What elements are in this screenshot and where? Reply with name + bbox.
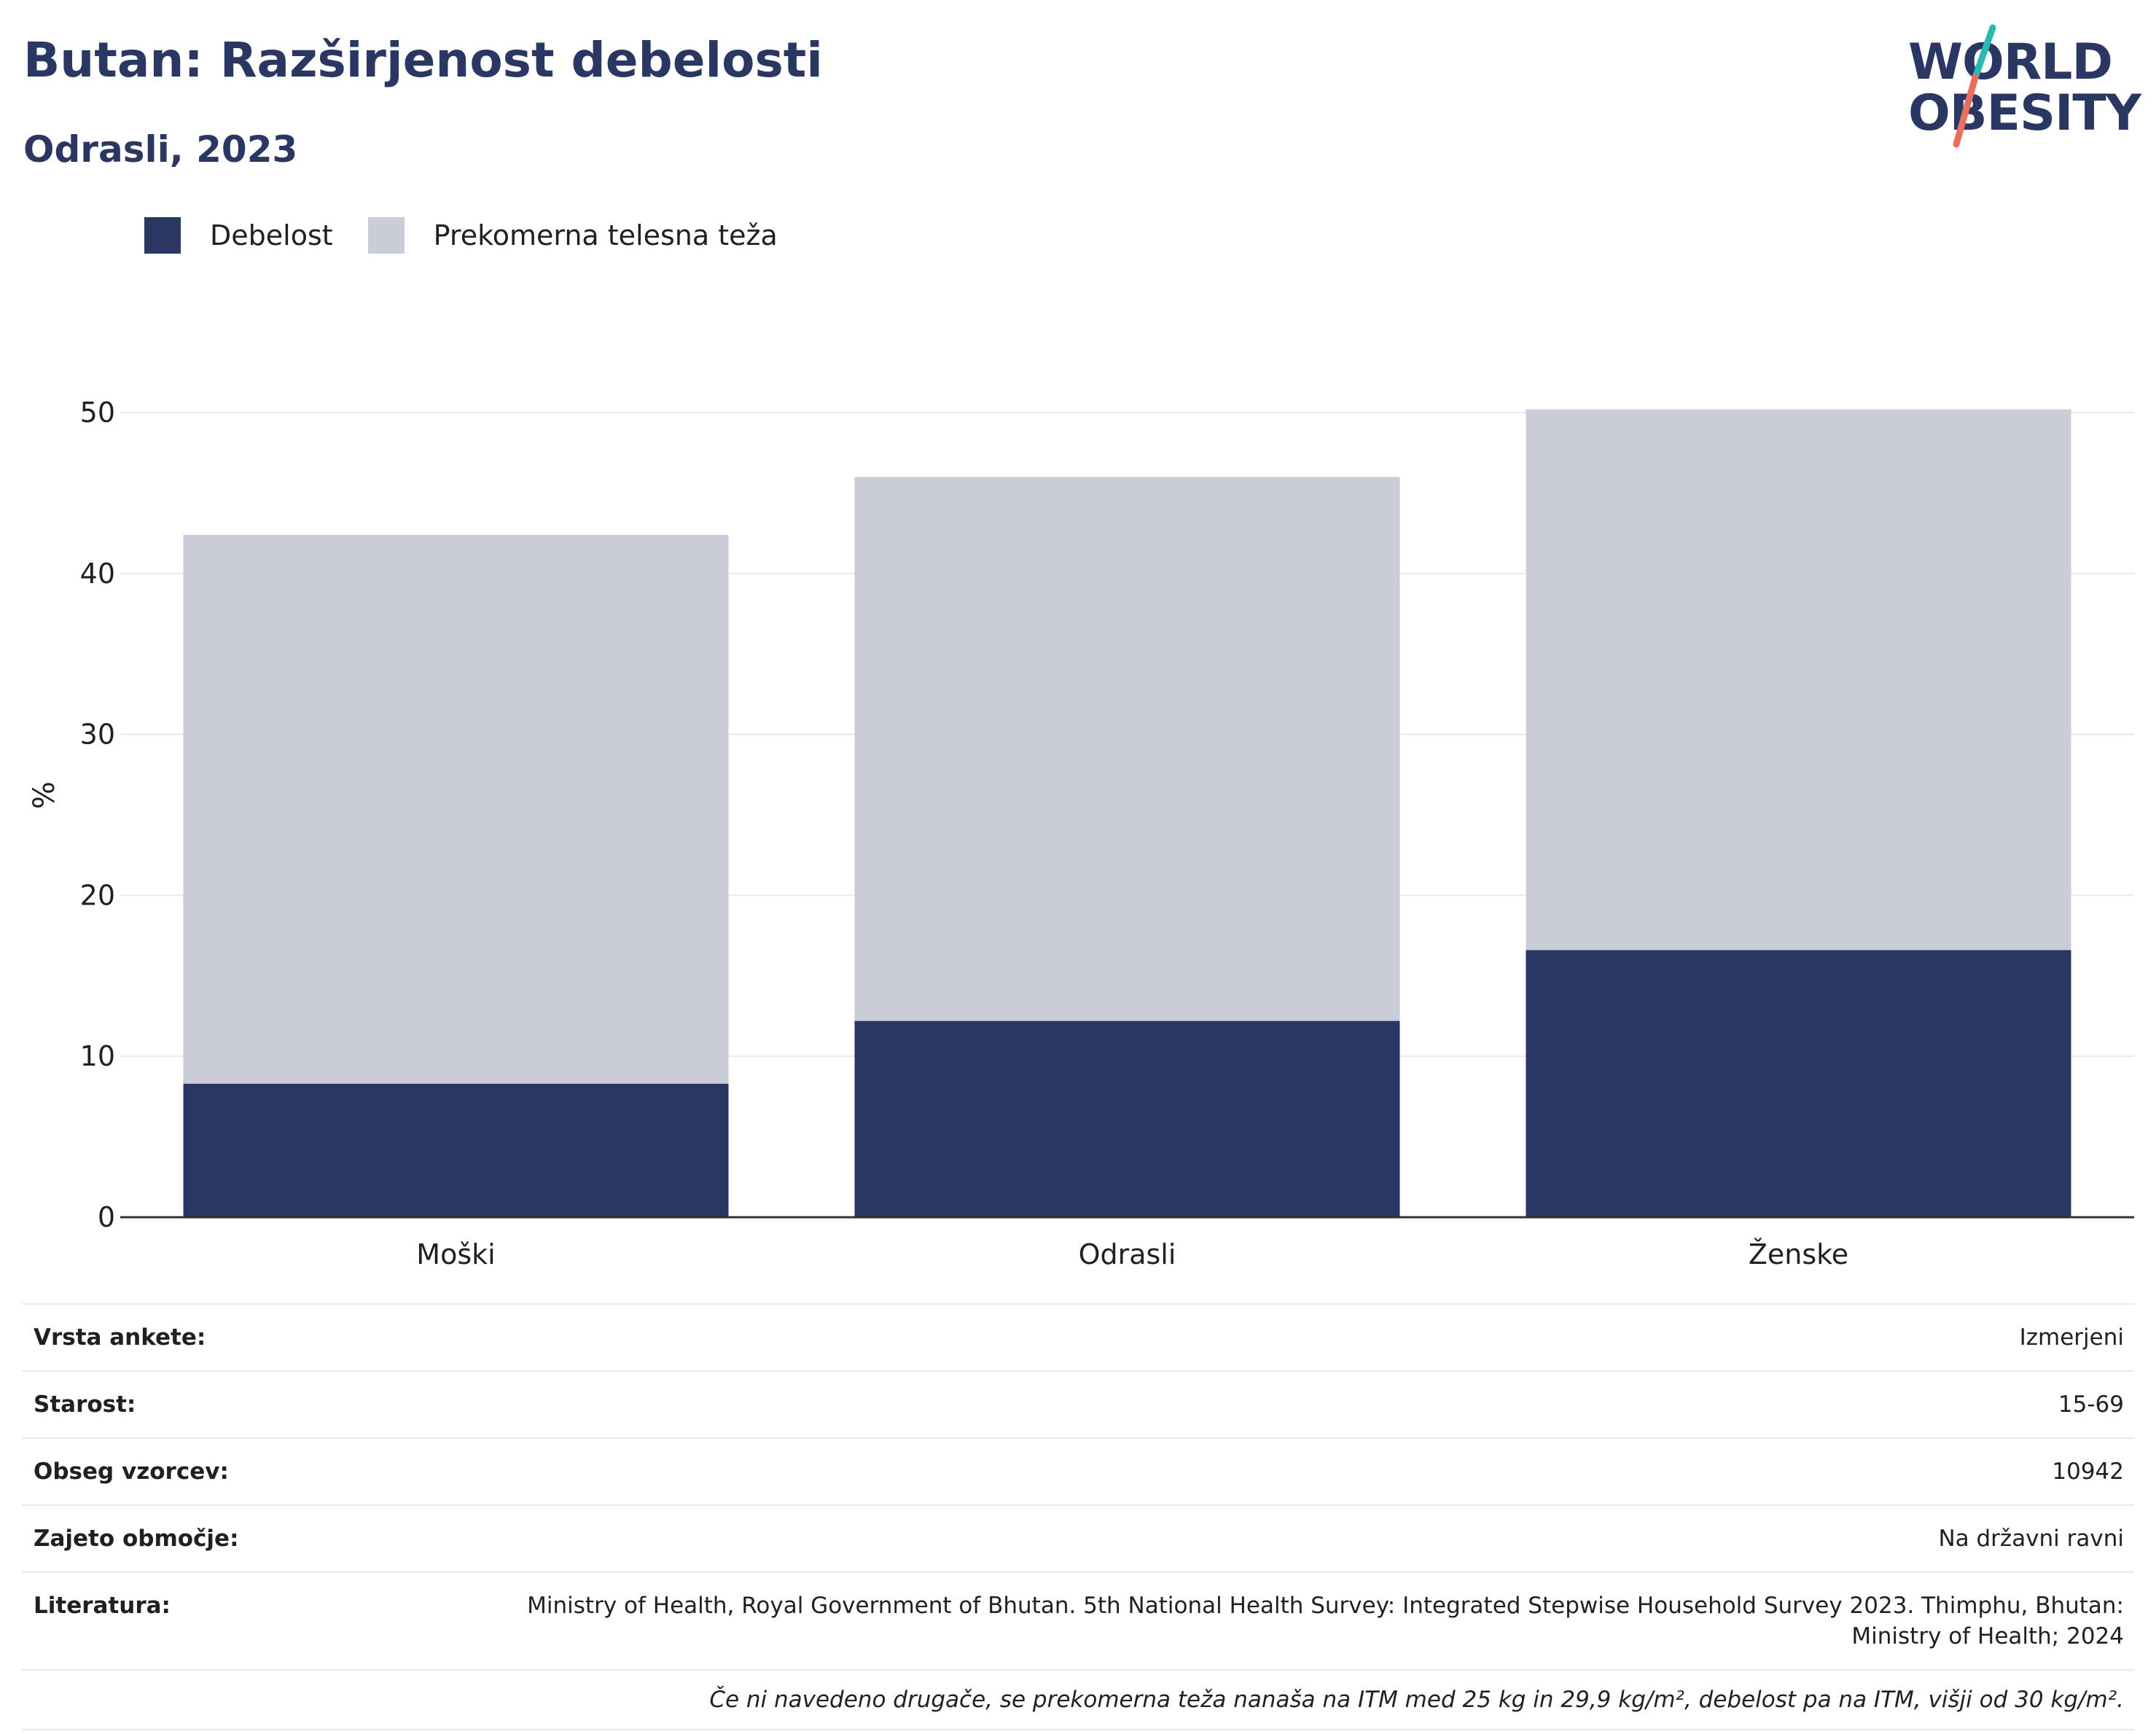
bar-overweight xyxy=(183,534,729,1084)
definition-note: Če ni navedeno drugače, se prekomerna te… xyxy=(22,1671,2134,1730)
y-tick-label: 50 xyxy=(80,397,115,429)
legend-item-overweight: Prekomerna telesna teža xyxy=(367,217,778,254)
info-value: Na državni ravni xyxy=(1938,1526,2124,1552)
info-value: 10942 xyxy=(2052,1458,2124,1485)
y-tick-label: 30 xyxy=(80,719,115,751)
legend-swatch-overweight xyxy=(367,217,405,254)
legend-swatch-obesity xyxy=(144,217,181,254)
info-row-area: Zajeto območje: Na državni ravni xyxy=(22,1506,2134,1573)
chart-legend: Debelost Prekomerna telesna teža xyxy=(144,217,813,254)
chart-subtitle: Odrasli, 2023 xyxy=(23,128,298,171)
info-key: Zajeto območje: xyxy=(34,1526,239,1552)
bar-obesity xyxy=(183,1083,729,1217)
logo-slash-icon xyxy=(1953,24,1996,148)
legend-label-obesity: Debelost xyxy=(210,219,333,251)
info-key: Starost: xyxy=(34,1391,136,1418)
info-key: Obseg vzorcev: xyxy=(34,1458,229,1485)
info-row-survey-type: Vrsta ankete: Izmerjeni xyxy=(22,1305,2134,1372)
x-tick-label: Moški xyxy=(416,1238,495,1270)
info-row-age: Starost: 15-69 xyxy=(22,1372,2134,1439)
info-key: Vrsta ankete: xyxy=(34,1324,206,1351)
x-tick-label: Ženske xyxy=(1749,1238,1848,1270)
legend-label-overweight: Prekomerna telesna teža xyxy=(433,219,778,251)
info-value: Izmerjeni xyxy=(2019,1324,2124,1351)
info-value: 15-69 xyxy=(2058,1391,2124,1418)
legend-item-obesity: Debelost xyxy=(144,217,333,254)
info-key: Literatura: xyxy=(34,1593,171,1619)
y-tick-label: 20 xyxy=(80,879,115,911)
bar-obesity xyxy=(854,1020,1400,1217)
info-row-reference: Literatura: Ministry of Health, Royal Go… xyxy=(22,1573,2134,1671)
bar-obesity xyxy=(1526,950,2071,1217)
y-tick-label: 0 xyxy=(98,1201,115,1233)
info-value: Ministry of Health, Royal Government of … xyxy=(527,1593,2124,1649)
info-row-sample-size: Obseg vzorcev: 10942 xyxy=(22,1439,2134,1506)
bar-overweight xyxy=(1526,409,2071,950)
logo-word-1: WORLD xyxy=(1908,34,2113,91)
y-tick-label: 40 xyxy=(80,558,115,590)
logo-word-2: OBESITY xyxy=(1908,85,2141,142)
bar-chart: 0 10 20 30 40 50 Moški Odrasli Ženske xyxy=(80,397,2134,1270)
x-tick-label: Odrasli xyxy=(1079,1238,1176,1270)
world-obesity-logo: WORLD OBESITY xyxy=(1902,22,2141,153)
chart-title: Butan: Razširjenost debelosti xyxy=(23,32,823,88)
info-table: Vrsta ankete: Izmerjeni Starost: 15-69 O… xyxy=(22,1303,2134,1730)
bar-overweight xyxy=(854,477,1400,1021)
y-tick-label: 10 xyxy=(80,1040,115,1072)
